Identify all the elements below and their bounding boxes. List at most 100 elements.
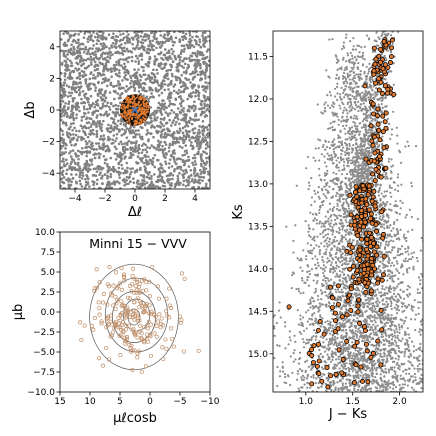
cmd-field-point	[346, 253, 350, 256]
field-star-point	[97, 47, 101, 50]
field-star-point	[165, 174, 169, 178]
field-star-point	[60, 96, 64, 100]
pm-member-point	[82, 323, 87, 328]
pm-member-point	[119, 287, 124, 292]
field-star-point	[130, 79, 133, 82]
field-star-point	[117, 104, 120, 108]
field-star-point	[80, 146, 84, 150]
field-star-point	[130, 170, 133, 174]
field-star-point	[72, 136, 76, 140]
field-star-point	[100, 55, 103, 58]
field-star-point	[132, 131, 136, 134]
cmd-field-point	[401, 337, 404, 340]
pm-member-point	[122, 341, 127, 346]
field-star-point	[72, 121, 75, 125]
field-star-point	[176, 174, 180, 178]
cmd-field-point	[344, 151, 347, 154]
field-star-point	[114, 122, 117, 126]
pm-member-point	[178, 320, 183, 325]
cmd-field-point	[341, 376, 344, 379]
field-star-point	[169, 96, 173, 99]
cmd-field-point	[297, 387, 300, 390]
field-star-point	[146, 131, 150, 135]
field-star-point	[137, 145, 141, 149]
pm-member-point	[139, 337, 144, 342]
cmd-field-point	[341, 280, 344, 283]
pm-member-point	[157, 312, 162, 317]
cmd-field-point	[342, 146, 345, 149]
field-star-point	[125, 31, 129, 33]
field-star-point	[197, 186, 200, 189]
field-star-point	[140, 54, 144, 58]
field-star-point	[153, 126, 156, 129]
field-star-point	[126, 78, 129, 81]
cmd-field-point	[350, 135, 353, 138]
field-star-point	[181, 146, 184, 149]
field-star-point	[157, 42, 161, 46]
field-star-point	[163, 102, 167, 105]
cmd-field-point	[359, 329, 362, 333]
pm-member-point	[116, 315, 121, 320]
field-star-point	[69, 75, 72, 78]
cmd-field-point	[360, 77, 363, 81]
field-star-point	[202, 176, 206, 179]
cmd-field-point	[401, 393, 403, 395]
field-star-point	[203, 73, 206, 77]
cmd-field-point	[365, 366, 368, 369]
field-star-point	[166, 127, 169, 130]
field-star-point	[205, 141, 209, 144]
field-star-point	[172, 149, 176, 152]
cmd-field-point	[375, 366, 379, 369]
field-star-point	[182, 50, 186, 53]
field-star-point	[98, 31, 101, 33]
member-star-point	[134, 116, 137, 119]
field-star-point	[102, 68, 106, 72]
pm-member-point	[99, 319, 104, 324]
cmd-field-point	[429, 380, 431, 382]
field-star-point	[152, 135, 155, 139]
field-star-point	[194, 94, 197, 98]
cmd-field-point	[300, 378, 303, 381]
cmd-field-point	[418, 291, 422, 295]
field-star-point	[128, 49, 132, 53]
pm-member-point	[133, 313, 138, 318]
member-star-point	[142, 101, 145, 104]
field-star-point	[171, 121, 174, 124]
field-star-point	[172, 50, 175, 53]
field-star-point	[157, 83, 161, 87]
field-star-point	[161, 82, 164, 86]
cmd-field-point	[335, 290, 338, 294]
field-star-point	[196, 181, 200, 184]
field-star-point	[153, 37, 157, 40]
field-star-point	[109, 175, 113, 179]
field-star-point	[113, 152, 117, 155]
field-star-point	[136, 148, 140, 152]
cmd-field-point	[342, 41, 346, 44]
field-star-point	[153, 118, 156, 122]
field-star-point	[198, 146, 202, 149]
cmd-field-point	[334, 358, 338, 361]
pm-member-point	[96, 300, 101, 305]
cmd-field-point	[386, 148, 389, 152]
cmd-field-point	[332, 283, 335, 287]
cmd-field-point	[394, 274, 397, 277]
field-star-point	[141, 156, 144, 160]
field-star-point	[135, 185, 139, 189]
field-star-point	[156, 90, 159, 93]
field-star-point	[132, 85, 135, 89]
field-star-point	[206, 143, 209, 146]
field-star-point	[182, 107, 186, 110]
cmd-field-point	[363, 45, 366, 48]
cmd-field-point	[336, 376, 339, 379]
cmd-field-point	[342, 164, 345, 167]
field-star-point	[202, 170, 206, 173]
field-star-point	[119, 187, 122, 189]
field-star-point	[61, 90, 65, 94]
field-star-point	[194, 65, 198, 69]
field-star-point	[75, 41, 78, 45]
field-star-point	[115, 38, 118, 42]
field-star-point	[66, 135, 70, 139]
pm-member-point	[114, 301, 119, 306]
field-star-point	[130, 141, 133, 145]
cmd-field-point	[312, 335, 315, 338]
